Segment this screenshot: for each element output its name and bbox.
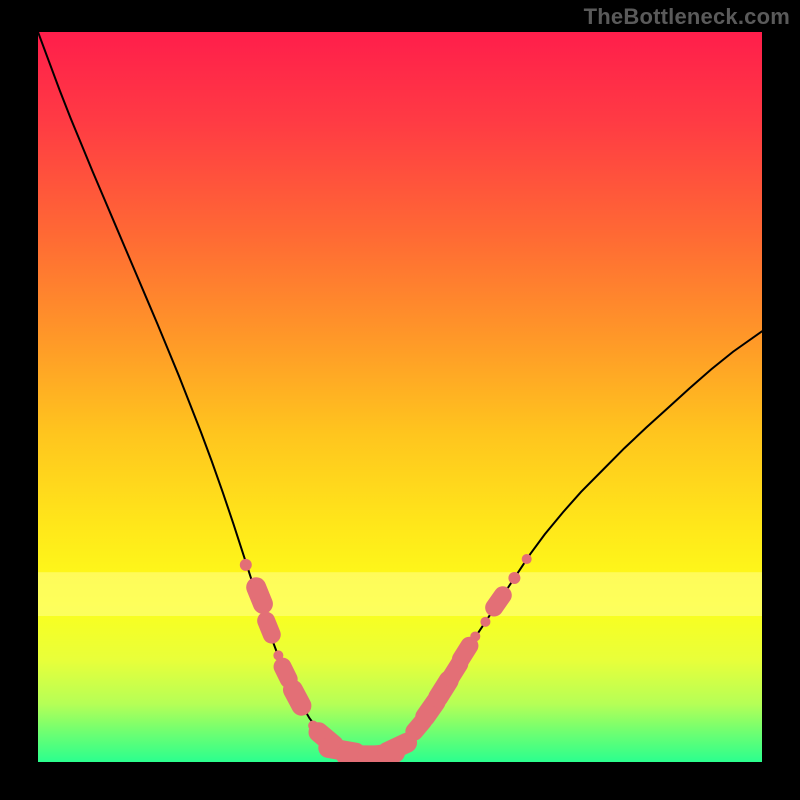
marker-dot: [480, 617, 490, 627]
plot-area: [38, 32, 762, 762]
watermark-text: TheBottleneck.com: [584, 4, 790, 30]
marker-pill: [387, 743, 407, 752]
chart-svg: [38, 32, 762, 762]
marker-pill: [256, 587, 263, 604]
marker-dot: [470, 631, 480, 641]
marker-dot: [522, 554, 532, 564]
chart-background: [38, 32, 762, 762]
marker-pill: [283, 667, 289, 680]
light-band: [38, 572, 762, 616]
marker-pill: [266, 621, 272, 635]
marker-pill: [461, 646, 469, 660]
marker-dot: [508, 572, 520, 584]
marker-dot: [240, 559, 252, 571]
marker-pill: [494, 595, 503, 607]
marker-pill: [293, 690, 301, 706]
frame: TheBottleneck.com: [0, 0, 800, 800]
